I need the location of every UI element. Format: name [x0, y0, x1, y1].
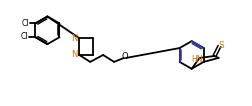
- Text: S: S: [218, 41, 224, 50]
- Text: Cl: Cl: [21, 32, 28, 41]
- Text: Cl: Cl: [22, 19, 29, 28]
- Text: N: N: [71, 50, 77, 59]
- Text: HN: HN: [191, 55, 202, 64]
- Text: O: O: [122, 52, 128, 61]
- Text: N: N: [71, 34, 77, 43]
